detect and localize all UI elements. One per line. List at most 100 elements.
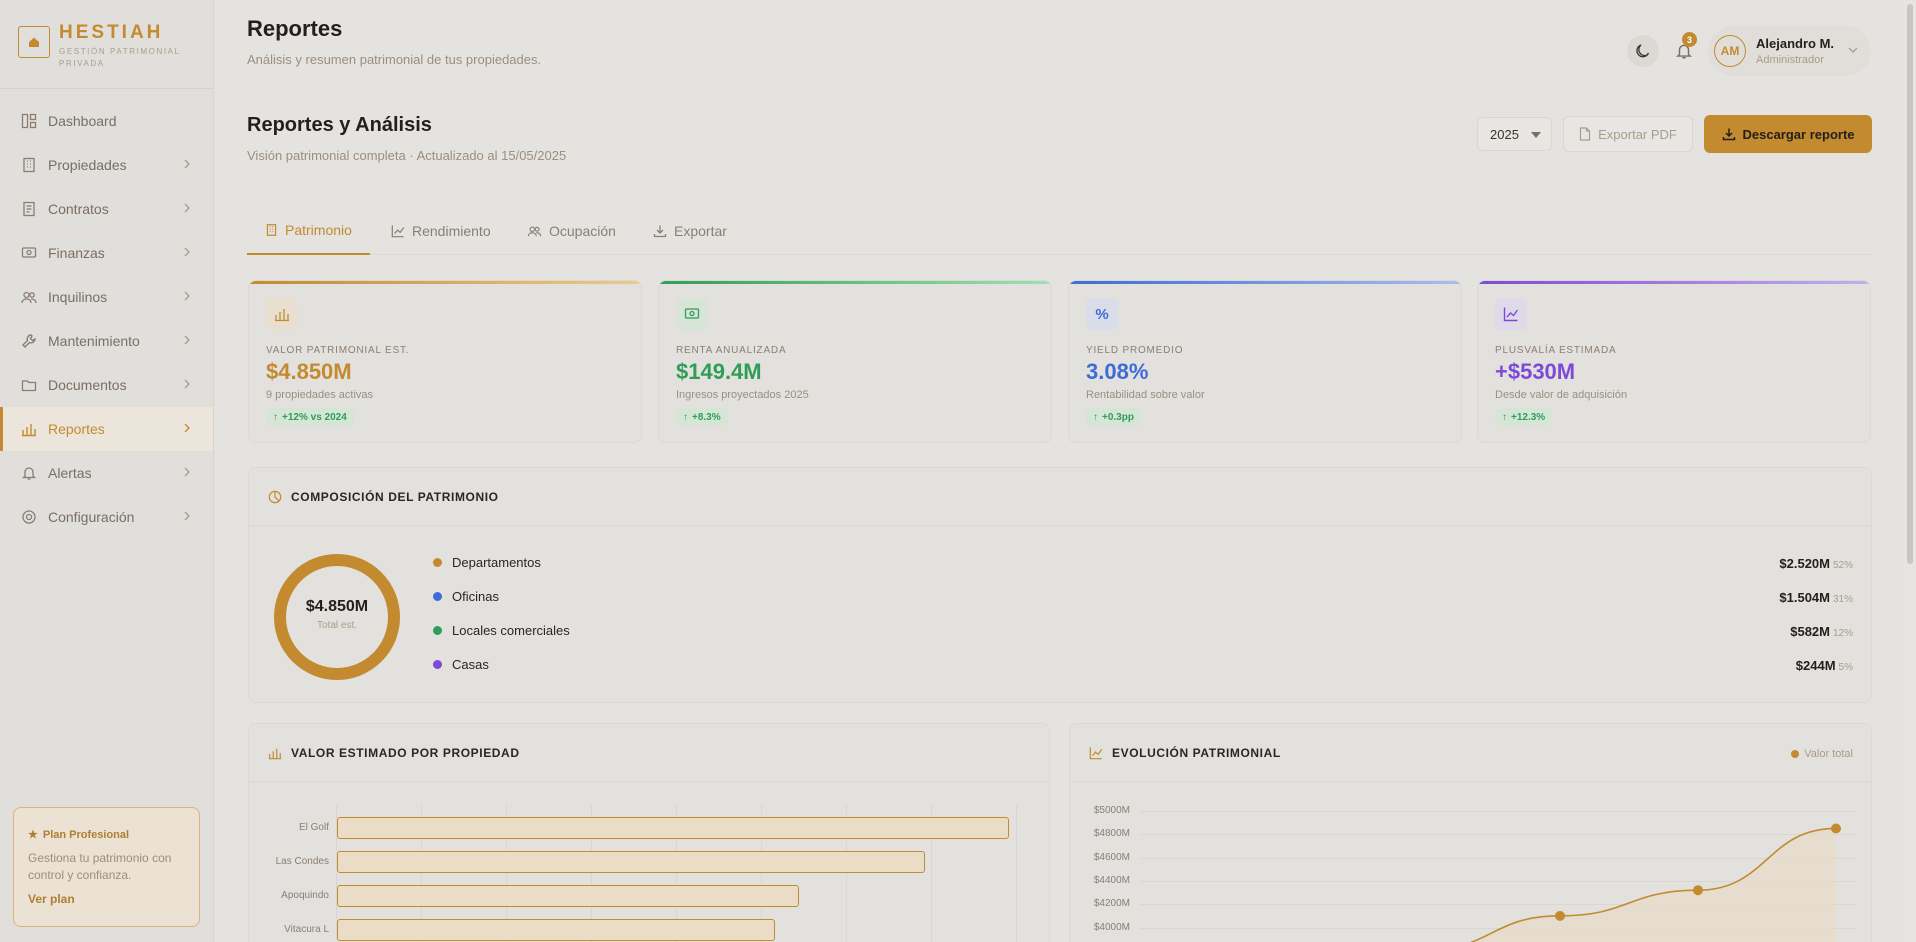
chevron-right-icon	[184, 291, 190, 301]
plan-card: ★ Plan Profesional Gestiona tu patrimoni…	[13, 807, 200, 927]
sidebar-item-documentos[interactable]: Documentos	[0, 363, 213, 407]
sidebar-item-mantenimiento[interactable]: Mantenimiento	[0, 319, 213, 363]
kpi-card-patrimonio: VALOR PATRIMONIAL EST. $4.850M 9 propied…	[248, 280, 642, 443]
plan-description: Gestiona tu patrimonio con control y con…	[28, 851, 172, 882]
trend-icon	[391, 224, 405, 237]
pdf-file-icon	[1580, 127, 1591, 141]
arrow-up-icon: ↑	[1093, 411, 1098, 423]
sidebar-item-configuracion[interactable]: Configuración	[0, 495, 213, 539]
brand-logo[interactable]: HESTIAH GESTIÓN PATRIMONIAL PRIVADA	[0, 0, 213, 89]
sidebar-item-label: Finanzas	[48, 245, 105, 261]
kpi-label: PLUSVALÍA ESTIMADA	[1495, 345, 1617, 356]
kpi-change-text: +12.3%	[1511, 411, 1546, 423]
brand-subtitle: GESTIÓN PATRIMONIAL PRIVADA	[59, 47, 181, 68]
section-subtitle: Visión patrimonial completa · Actualizad…	[247, 148, 567, 163]
y-tick-label: $4400M	[1093, 874, 1130, 886]
kpi-change-text: +0.3pp	[1102, 411, 1134, 423]
percent-icon: %	[1086, 298, 1118, 330]
scrollbar-thumb[interactable]	[1907, 4, 1913, 564]
theme-toggle-button[interactable]	[1627, 35, 1659, 67]
chevron-right-icon	[184, 203, 190, 213]
grid-line	[1140, 927, 1856, 929]
download-report-button[interactable]: Descargar reporte	[1704, 115, 1872, 153]
sidebar-item-label: Contratos	[48, 201, 109, 217]
donut-total-label: Total est.	[316, 620, 358, 631]
data-point[interactable]	[1693, 885, 1703, 896]
sidebar-item-propiedades[interactable]: Propiedades	[0, 143, 213, 187]
legend-label: Valor total	[1804, 748, 1853, 760]
tab-patrimonio[interactable]: Patrimonio	[247, 206, 370, 255]
sidebar-item-dashboard[interactable]: Dashboard	[0, 99, 213, 143]
grid-line	[591, 804, 592, 942]
bar-label: Vitacura L	[284, 924, 329, 935]
kpi-change-badge: ↑ +0.3pp	[1086, 408, 1141, 426]
property-bar[interactable]	[337, 851, 925, 873]
panel-title: COMPOSICIÓN DEL PATRIMONIO	[291, 489, 499, 504]
grid-line	[846, 804, 847, 942]
tab-label: Rendimiento	[412, 222, 491, 239]
tab-rendimiento[interactable]: Rendimiento	[373, 206, 509, 255]
kpi-description: 9 propiedades activas	[266, 389, 374, 401]
sidebar-item-label: Configuración	[48, 509, 135, 525]
tab-label: Ocupación	[549, 222, 616, 239]
report-tabs: Patrimonio Rendimiento Ocupación Exporta…	[247, 206, 1872, 255]
download-icon	[1722, 128, 1735, 141]
user-menu[interactable]: AM Alejandro M. Administrador	[1708, 26, 1871, 76]
sidebar-item-inquilinos[interactable]: Inquilinos	[0, 275, 213, 319]
grid-line	[1016, 804, 1017, 942]
composition-value: $244M 5%	[1795, 658, 1853, 673]
kpi-card-yield: % YIELD PROMEDIO 3.08% Rentabilidad sobr…	[1068, 280, 1462, 443]
grid-line	[1140, 880, 1856, 882]
grid-line	[421, 804, 422, 942]
money-icon	[20, 244, 38, 262]
sidebar-item-alertas[interactable]: Alertas	[0, 451, 213, 495]
page-title: Reportes	[247, 16, 343, 41]
data-point[interactable]	[1555, 910, 1565, 921]
kpi-change-text: +12% vs 2024	[282, 411, 347, 423]
export-pdf-button[interactable]: Exportar PDF	[1563, 116, 1693, 152]
house-icon	[18, 26, 50, 58]
notification-count-badge: 3	[1682, 32, 1697, 47]
grid-line	[1140, 857, 1856, 859]
document-icon	[20, 200, 38, 218]
year-select[interactable]: 2025	[1477, 117, 1552, 151]
chevron-down-icon	[1848, 47, 1858, 53]
view-plan-link[interactable]: Ver plan	[28, 892, 75, 906]
grid-line	[931, 804, 932, 942]
grid-line	[1140, 904, 1856, 906]
sidebar-item-contratos[interactable]: Contratos	[0, 187, 213, 231]
sidebar-item-label: Alertas	[48, 465, 92, 481]
plan-title: Plan Profesional	[42, 828, 130, 841]
data-point[interactable]	[1831, 823, 1841, 834]
chevron-right-icon	[184, 159, 190, 169]
users-icon	[527, 225, 542, 236]
tab-exportar[interactable]: Exportar	[635, 206, 745, 255]
avatar: AM	[1714, 35, 1746, 67]
kpi-label: VALOR PATRIMONIAL EST.	[266, 345, 410, 356]
kpi-change-text: +8.3%	[692, 411, 721, 423]
kpi-value: $4.850M	[266, 359, 352, 384]
property-bar[interactable]	[337, 919, 775, 941]
y-tick-label: $4000M	[1093, 921, 1130, 933]
composition-value: $2.520M 52%	[1779, 556, 1853, 571]
arrow-up-icon: ↑	[1502, 411, 1507, 423]
legend-item: Locales comerciales	[433, 623, 570, 638]
chevron-right-icon	[184, 511, 190, 521]
chart-icon	[20, 420, 38, 438]
series-line	[1470, 827, 1837, 942]
trend-icon	[1495, 298, 1527, 330]
sidebar: HESTIAH GESTIÓN PATRIMONIAL PRIVADA Dash…	[0, 0, 214, 942]
kpi-card-plusvalia: PLUSVALÍA ESTIMADA +$530M Desde valor de…	[1477, 280, 1871, 443]
sidebar-item-finanzas[interactable]: Finanzas	[0, 231, 213, 275]
page-scrollbar[interactable]	[1904, 0, 1916, 942]
kpi-description: Ingresos proyectados 2025	[676, 389, 809, 401]
property-bar[interactable]	[337, 885, 799, 907]
line-chart-svg	[1470, 823, 1841, 942]
tab-ocupacion[interactable]: Ocupación	[509, 206, 634, 255]
star-icon: ★	[28, 829, 38, 841]
composition-donut	[274, 554, 400, 680]
year-select-value: 2025	[1490, 126, 1519, 142]
property-bar[interactable]	[337, 817, 1009, 839]
sidebar-item-reportes[interactable]: Reportes	[0, 407, 213, 451]
kpi-change-badge: ↑ +12.3%	[1495, 408, 1553, 426]
